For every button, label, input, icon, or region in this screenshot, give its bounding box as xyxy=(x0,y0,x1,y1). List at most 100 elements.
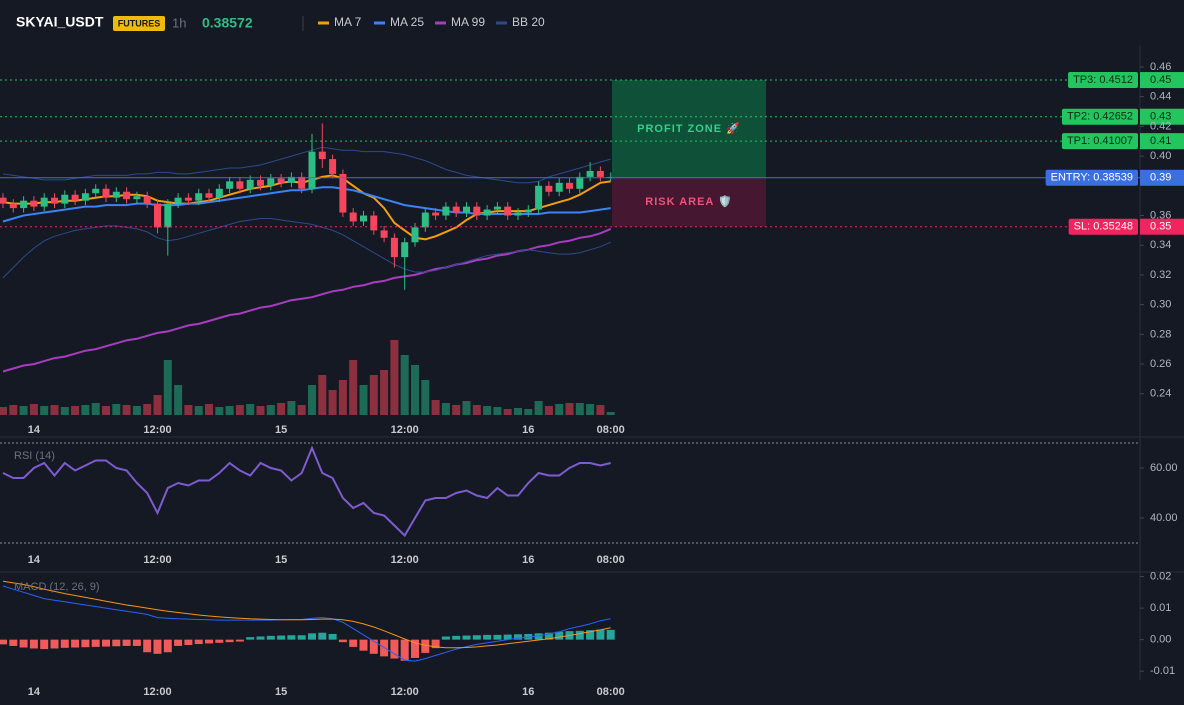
y-tick-label: 0.42 xyxy=(1150,120,1171,132)
x-tick-label: 16 xyxy=(522,424,534,436)
volume-bar xyxy=(452,405,461,415)
volume-bar xyxy=(390,340,399,415)
volume-bar xyxy=(411,365,419,415)
candle-body xyxy=(596,170,604,177)
macd-histogram-bar xyxy=(19,639,28,648)
volume-bar xyxy=(483,406,492,415)
y-tick-label: 0.28 xyxy=(1150,328,1171,340)
macd-histogram-bar xyxy=(9,639,18,646)
macd-histogram-bar xyxy=(493,634,502,640)
macd-histogram-bar xyxy=(29,639,38,649)
macd-histogram-bar xyxy=(194,639,203,645)
volume-bar xyxy=(235,405,244,415)
volume-bar xyxy=(143,404,152,415)
macd-histogram-bar xyxy=(0,639,7,645)
candle-body xyxy=(380,230,388,238)
volume-bar xyxy=(256,406,265,415)
volume-bar xyxy=(287,401,296,415)
candle-body xyxy=(349,212,357,222)
volume-bar xyxy=(225,406,234,415)
candle-body xyxy=(298,176,306,189)
zone-label: PROFIT ZONE 🚀 xyxy=(637,122,741,135)
candle-body xyxy=(164,203,172,228)
candle-body xyxy=(287,176,295,183)
candle-body xyxy=(411,227,419,243)
y-tick-label: 0.30 xyxy=(1150,299,1171,311)
level-label: TP2: 0.42652 xyxy=(1067,111,1133,123)
volume-bar xyxy=(349,360,358,415)
candle-body xyxy=(226,181,234,189)
level-axis-label: 0.45 xyxy=(1150,74,1171,86)
macd-histogram-bar xyxy=(534,633,543,640)
volume-bar xyxy=(359,385,368,415)
macd-histogram-bar xyxy=(297,635,306,640)
macd-histogram-bar xyxy=(81,639,90,648)
volume-bar xyxy=(40,406,49,415)
macd-histogram-bar xyxy=(235,639,244,642)
volume-bar xyxy=(184,405,193,415)
candle-body xyxy=(154,203,161,228)
macd-line xyxy=(2,585,611,662)
volume-bar xyxy=(194,406,203,415)
macd-histogram-bar xyxy=(596,629,605,640)
bb-lower xyxy=(2,218,611,279)
level-axis-bg xyxy=(1140,108,1184,125)
level-label: TP3: 0.4512 xyxy=(1073,74,1133,86)
y-tick-label: 0.46 xyxy=(1150,61,1171,73)
volume-bar xyxy=(153,395,162,415)
volume-bar xyxy=(462,401,471,415)
volume-bar xyxy=(122,405,131,415)
volume-bar xyxy=(132,406,141,415)
volume-bar xyxy=(71,406,80,415)
level-axis-label: 0.35 xyxy=(1150,221,1171,233)
candle-body xyxy=(195,193,203,201)
y-tick-label: 0.24 xyxy=(1150,388,1171,400)
y-tick-label: 0.44 xyxy=(1150,91,1171,103)
volume-bar xyxy=(493,407,502,415)
candle-body xyxy=(545,185,553,192)
macd-histogram-bar xyxy=(112,639,121,647)
volume-bar xyxy=(431,400,440,415)
volume-bar xyxy=(524,409,533,415)
x-tick-label: 12:00 xyxy=(391,424,419,436)
macd-histogram-bar xyxy=(205,639,213,644)
volume-bar xyxy=(308,385,316,415)
candle-body xyxy=(555,182,563,192)
volume-bar xyxy=(575,403,584,415)
legend-label: BB 20 xyxy=(512,15,545,29)
volume-bar xyxy=(91,403,100,415)
volume-bar xyxy=(81,405,90,415)
macd-histogram-bar xyxy=(143,639,152,653)
macd-histogram-bar xyxy=(514,634,522,640)
macd-histogram-bar xyxy=(462,635,471,640)
y-tick-label: -0.01 xyxy=(1150,665,1175,677)
candle-body xyxy=(421,212,429,228)
x-tick-label: 14 xyxy=(28,554,41,566)
macd-histogram-bar xyxy=(246,637,255,640)
volume-bar xyxy=(0,407,7,415)
x-tick-label: 08:00 xyxy=(597,424,625,436)
macd-histogram-bar xyxy=(287,635,296,640)
macd-histogram-bar xyxy=(441,636,450,640)
level-label: SL: 0.35248 xyxy=(1074,221,1133,233)
legend-label: MA 25 xyxy=(390,15,424,29)
y-tick-label: 60.00 xyxy=(1150,462,1178,474)
candle-body xyxy=(20,200,28,209)
candle-body xyxy=(452,206,460,213)
candle-body xyxy=(514,212,522,216)
volume-bar xyxy=(421,380,430,415)
rsi-line xyxy=(2,445,611,538)
macd-histogram-bar xyxy=(215,639,224,643)
candle-body xyxy=(81,193,89,201)
panel-title: RSI (14) xyxy=(14,450,55,462)
candle-body xyxy=(370,215,378,231)
candle-body xyxy=(246,179,254,189)
macd-histogram-bar xyxy=(318,632,327,640)
x-tick-label: 12:00 xyxy=(143,554,171,566)
interval: 1h xyxy=(172,15,186,30)
candle-body xyxy=(133,196,141,200)
candle-body xyxy=(524,209,532,213)
candle-body xyxy=(318,151,326,160)
